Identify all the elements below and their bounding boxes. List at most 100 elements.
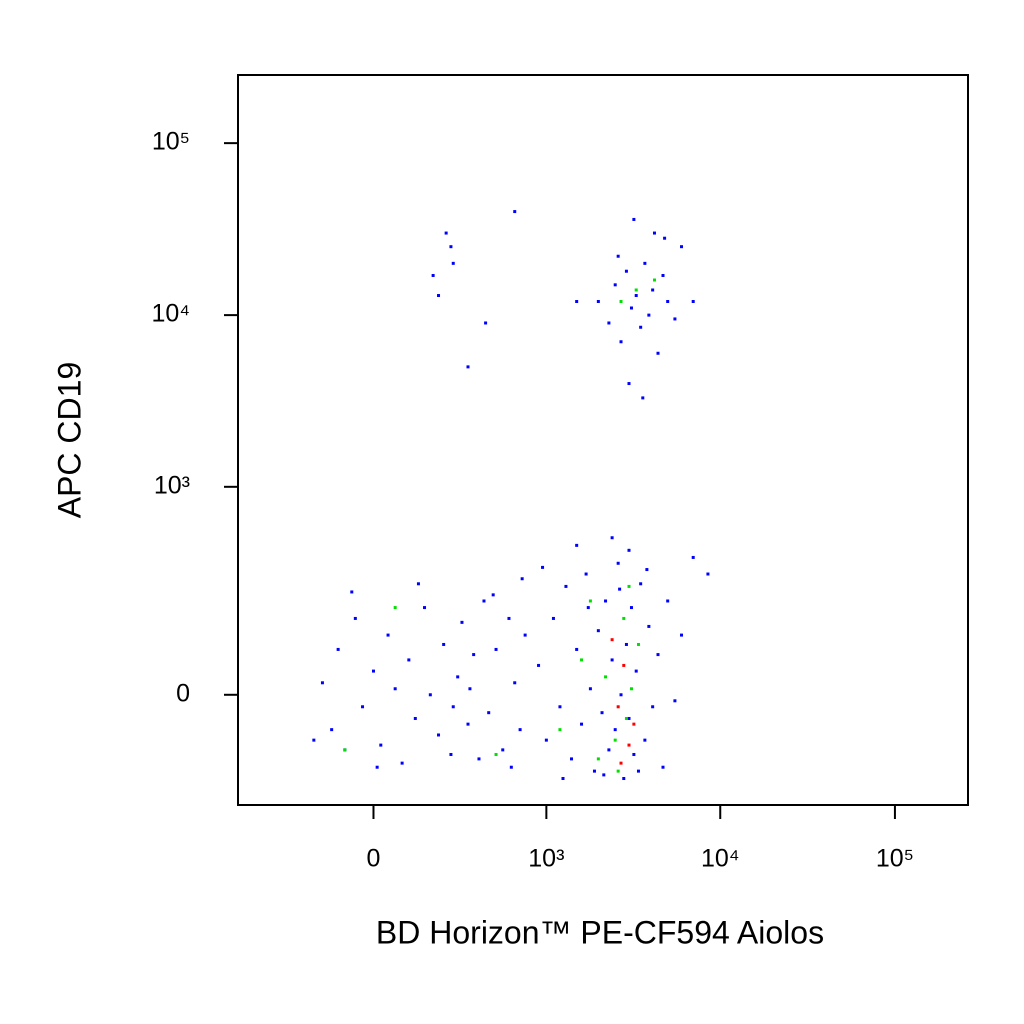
dot bbox=[619, 299, 623, 303]
dot bbox=[442, 642, 446, 646]
dot bbox=[613, 728, 617, 732]
dot bbox=[451, 705, 455, 709]
dot bbox=[641, 396, 645, 400]
dot bbox=[523, 633, 527, 637]
dot bbox=[588, 687, 592, 691]
dot bbox=[507, 616, 511, 620]
dot bbox=[610, 658, 614, 662]
dot bbox=[691, 299, 695, 303]
dot bbox=[634, 669, 638, 673]
dot bbox=[482, 599, 486, 603]
dot bbox=[449, 752, 453, 756]
dot bbox=[616, 705, 620, 709]
dot bbox=[487, 711, 491, 715]
dot bbox=[350, 590, 354, 594]
dot bbox=[627, 716, 631, 720]
dot bbox=[428, 693, 432, 697]
dot bbox=[610, 638, 614, 642]
dot bbox=[472, 653, 476, 657]
dot bbox=[468, 687, 472, 691]
dot bbox=[444, 231, 448, 235]
dot bbox=[466, 365, 470, 369]
dot bbox=[375, 765, 379, 769]
dot bbox=[575, 543, 579, 547]
dot bbox=[673, 699, 677, 703]
dot bbox=[607, 321, 611, 325]
dot bbox=[501, 748, 505, 752]
dot bbox=[537, 663, 541, 667]
y-tick-label: 10³ bbox=[154, 471, 190, 499]
dot bbox=[558, 705, 562, 709]
dot bbox=[663, 236, 667, 240]
dot bbox=[569, 757, 573, 761]
dot bbox=[451, 261, 455, 265]
dot bbox=[613, 283, 617, 287]
dot bbox=[652, 231, 656, 235]
dot bbox=[639, 582, 643, 586]
dot bbox=[386, 633, 390, 637]
dot bbox=[666, 299, 670, 303]
x-tick-label: 10⁵ bbox=[876, 845, 914, 873]
dot bbox=[619, 340, 623, 344]
dot bbox=[622, 663, 626, 667]
dot bbox=[400, 761, 404, 765]
dot bbox=[680, 633, 684, 637]
dot bbox=[575, 647, 579, 651]
dot bbox=[619, 693, 623, 697]
dot bbox=[622, 777, 626, 781]
dot bbox=[564, 584, 568, 588]
x-tick-label: 0 bbox=[367, 845, 381, 873]
dot bbox=[586, 606, 590, 610]
dot bbox=[596, 629, 600, 633]
dot bbox=[639, 325, 643, 329]
dot bbox=[456, 675, 460, 679]
dot bbox=[592, 769, 596, 773]
dot bbox=[656, 653, 660, 657]
dot bbox=[330, 728, 334, 732]
dot bbox=[647, 624, 651, 628]
dot bbox=[431, 273, 435, 277]
y-tick-label: 10⁵ bbox=[152, 128, 190, 156]
dot bbox=[666, 599, 670, 603]
dot bbox=[541, 565, 545, 569]
dot bbox=[343, 748, 347, 752]
dot bbox=[312, 738, 316, 742]
dot bbox=[634, 294, 638, 298]
dot bbox=[509, 765, 513, 769]
dot bbox=[561, 777, 565, 781]
dot bbox=[632, 217, 636, 221]
dot bbox=[596, 299, 600, 303]
x-axis-title: BD Horizon™ PE-CF594 Aiolos bbox=[376, 914, 824, 950]
dot bbox=[393, 687, 397, 691]
dot bbox=[520, 577, 524, 581]
dot bbox=[320, 681, 324, 685]
dot bbox=[627, 584, 631, 588]
dot bbox=[624, 716, 628, 720]
dot bbox=[629, 687, 633, 691]
dot bbox=[627, 548, 631, 552]
y-tick-label: 0 bbox=[176, 679, 190, 707]
dot bbox=[437, 294, 441, 298]
dot bbox=[513, 681, 517, 685]
y-axis-title: APC CD19 bbox=[51, 362, 87, 519]
dot bbox=[393, 606, 397, 610]
dot bbox=[643, 261, 647, 265]
dot bbox=[413, 716, 417, 720]
dot bbox=[575, 299, 579, 303]
dot bbox=[616, 769, 620, 773]
dot bbox=[491, 593, 495, 597]
x-tick-label: 10⁴ bbox=[701, 845, 740, 873]
dot bbox=[604, 599, 608, 603]
dot bbox=[616, 254, 620, 258]
dot bbox=[632, 722, 636, 726]
dot bbox=[647, 313, 651, 317]
dot bbox=[449, 245, 453, 249]
dot bbox=[643, 738, 647, 742]
dot bbox=[613, 738, 617, 742]
dot bbox=[423, 606, 427, 610]
dot bbox=[627, 382, 631, 386]
dot bbox=[661, 273, 665, 277]
dot bbox=[680, 245, 684, 249]
dot bbox=[629, 606, 633, 610]
